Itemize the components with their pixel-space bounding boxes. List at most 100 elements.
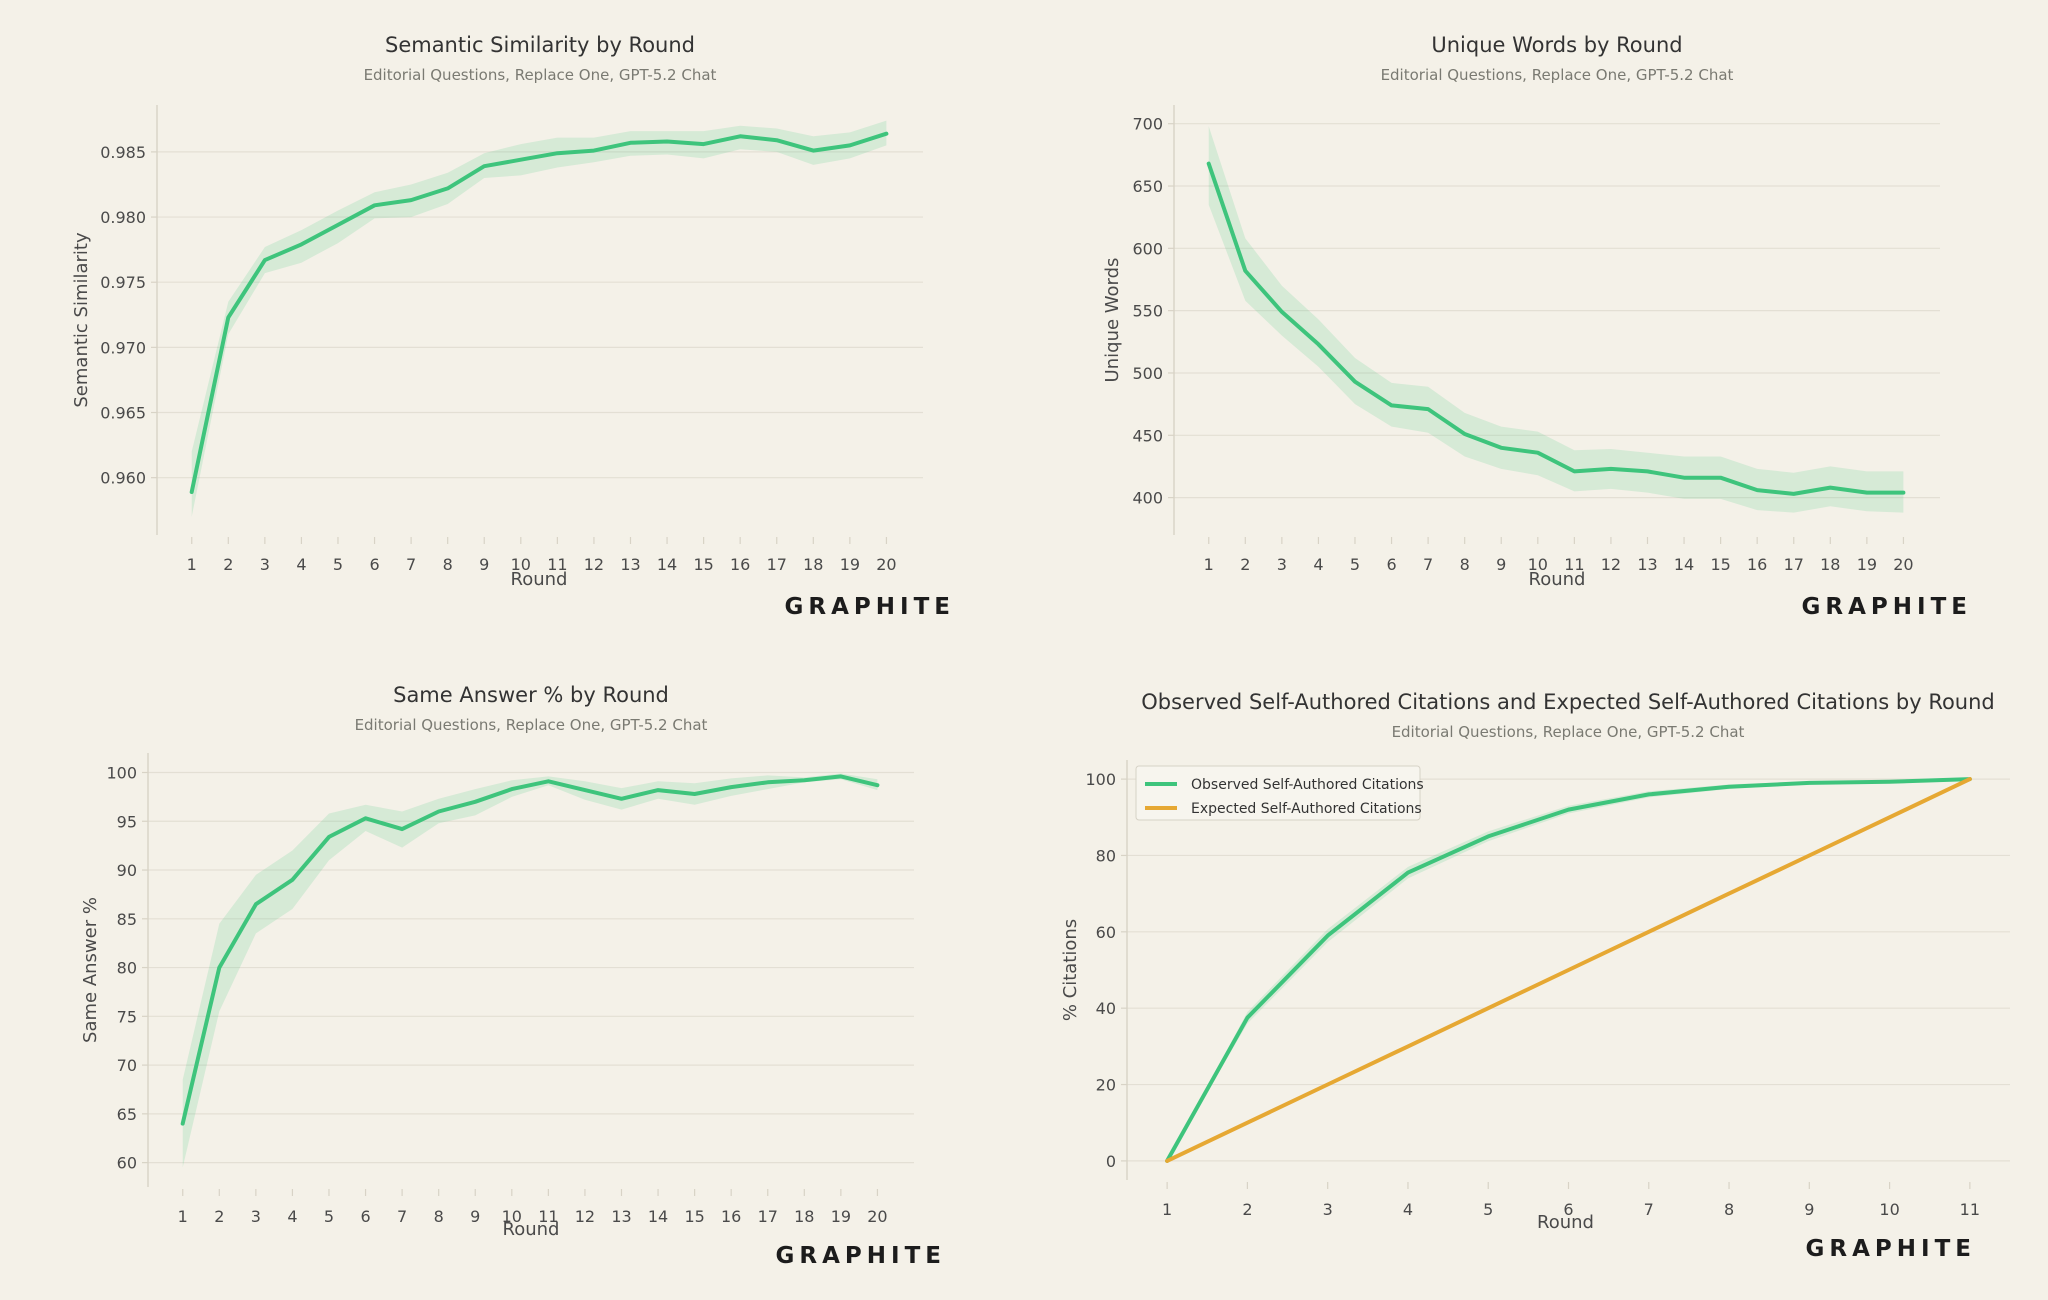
y-tick-label: 650 xyxy=(1132,177,1163,196)
x-tick-label: 8 xyxy=(434,1207,444,1226)
y-tick-label: 100 xyxy=(106,764,137,783)
x-axis-label: Round xyxy=(1529,569,1586,590)
x-tick-label: 6 xyxy=(1563,1200,1573,1219)
x-tick-label: 2 xyxy=(223,555,233,574)
x-tick-label: 10 xyxy=(1528,555,1548,574)
x-tick-label: 6 xyxy=(1386,555,1396,574)
legend-box xyxy=(1135,765,1421,821)
x-tick-label: 10 xyxy=(1879,1200,1899,1219)
x-tick-label: 11 xyxy=(1564,555,1584,574)
confidence-band xyxy=(191,120,887,517)
y-tick-label: 0.960 xyxy=(100,469,146,488)
chart-title: Observed Self-Authored Citations and Exp… xyxy=(1141,690,1995,714)
chart-title: Unique Words by Round xyxy=(1431,33,1682,57)
x-tick-label: 12 xyxy=(1601,555,1621,574)
x-tick-label: 2 xyxy=(214,1207,224,1226)
x-tick-label: 4 xyxy=(1403,1200,1413,1219)
confidence-band xyxy=(1208,126,1904,513)
x-tick-label: 17 xyxy=(758,1207,778,1226)
y-tick-label: 95 xyxy=(117,812,137,831)
x-tick-label: 4 xyxy=(296,555,306,574)
x-tick-label: 1 xyxy=(187,555,197,574)
x-tick-label: 12 xyxy=(575,1207,595,1226)
x-tick-label: 20 xyxy=(876,555,896,574)
x-tick-label: 16 xyxy=(721,1207,741,1226)
y-tick-label: 0.965 xyxy=(100,404,146,423)
y-tick-label: 90 xyxy=(117,861,137,880)
x-tick-label: 2 xyxy=(1242,1200,1252,1219)
y-tick-label: 0.975 xyxy=(100,273,146,292)
y-tick-label: 80 xyxy=(1096,846,1116,865)
x-tick-label: 11 xyxy=(547,555,567,574)
x-tick-label: 3 xyxy=(251,1207,261,1226)
y-tick-label: 60 xyxy=(117,1154,137,1173)
x-tick-label: 14 xyxy=(648,1207,668,1226)
y-tick-label: 60 xyxy=(1096,923,1116,942)
y-axis-label: % Citations xyxy=(1060,919,1081,1021)
brand-logo: GRAPHITE xyxy=(776,1243,946,1269)
x-tick-label: 17 xyxy=(1784,555,1804,574)
x-tick-label: 15 xyxy=(693,555,713,574)
y-tick-label: 500 xyxy=(1132,364,1163,383)
x-tick-label: 7 xyxy=(397,1207,407,1226)
y-tick-label: 550 xyxy=(1132,302,1163,321)
x-tick-label: 1 xyxy=(1162,1200,1172,1219)
x-axis-label: Round xyxy=(503,1219,560,1240)
x-tick-label: 3 xyxy=(1323,1200,1333,1219)
x-tick-label: 13 xyxy=(1637,555,1657,574)
y-tick-label: 400 xyxy=(1132,489,1163,508)
x-tick-label: 5 xyxy=(1350,555,1360,574)
x-tick-label: 7 xyxy=(406,555,416,574)
x-tick-label: 20 xyxy=(867,1207,887,1226)
brand-logo: GRAPHITE xyxy=(1806,1236,1976,1262)
chart-subtitle: Editorial Questions, Replace One, GPT-5.… xyxy=(1392,723,1745,741)
x-tick-label: 12 xyxy=(584,555,604,574)
chart-subtitle: Editorial Questions, Replace One, GPT-5.… xyxy=(355,716,708,734)
y-axis-label: Semantic Similarity xyxy=(71,232,92,408)
y-tick-label: 40 xyxy=(1096,999,1116,1018)
x-tick-label: 9 xyxy=(470,1207,480,1226)
legend: Observed Self-Authored Citations Expected… xyxy=(1135,765,1424,821)
x-tick-label: 8 xyxy=(443,555,453,574)
y-tick-label: 70 xyxy=(117,1056,137,1075)
x-tick-label: 8 xyxy=(1460,555,1470,574)
x-tick-label: 5 xyxy=(324,1207,334,1226)
y-tick-label: 600 xyxy=(1132,239,1163,258)
legend-label: Observed Self-Authored Citations xyxy=(1191,777,1424,793)
y-tick-label: 0.985 xyxy=(100,143,146,162)
y-tick-label: 0.970 xyxy=(100,338,146,357)
x-axis-label: Round xyxy=(511,569,568,590)
series-line xyxy=(189,131,889,494)
x-tick-label: 8 xyxy=(1724,1200,1734,1219)
x-tick-label: 3 xyxy=(1277,555,1287,574)
x-tick-label: 18 xyxy=(803,555,823,574)
x-tick-label: 10 xyxy=(502,1207,522,1226)
x-tick-label: 9 xyxy=(479,555,489,574)
series-line xyxy=(180,774,880,1126)
x-tick-label: 2 xyxy=(1240,555,1250,574)
x-tick-label: 20 xyxy=(1893,555,1913,574)
series-line xyxy=(1206,161,1906,496)
y-axis-label: Unique Words xyxy=(1102,258,1123,383)
x-tick-label: 14 xyxy=(1674,555,1694,574)
x-tick-label: 9 xyxy=(1496,555,1506,574)
x-tick-label: 19 xyxy=(1857,555,1877,574)
brand-logo: GRAPHITE xyxy=(1802,594,1972,620)
x-tick-label: 3 xyxy=(260,555,270,574)
chart-title: Semantic Similarity by Round xyxy=(385,33,695,57)
chart-subtitle: Editorial Questions, Replace One, GPT-5.… xyxy=(364,66,717,84)
x-tick-label: 11 xyxy=(1960,1200,1980,1219)
x-tick-label: 4 xyxy=(287,1207,297,1226)
x-tick-label: 19 xyxy=(831,1207,851,1226)
y-tick-label: 65 xyxy=(117,1105,137,1124)
x-tick-label: 11 xyxy=(538,1207,558,1226)
x-axis-label: Round xyxy=(1537,1212,1594,1233)
x-tick-label: 17 xyxy=(767,555,787,574)
brand-logo: GRAPHITE xyxy=(785,594,955,620)
series-line xyxy=(1165,777,1972,1163)
self-authored-citations-chart: 0 20 40 60 80 100 1 2 3 4 5 6 7 8 9 10 11 Observed Self-A… xyxy=(1060,690,2010,1262)
x-tick-label: 9 xyxy=(1804,1200,1814,1219)
